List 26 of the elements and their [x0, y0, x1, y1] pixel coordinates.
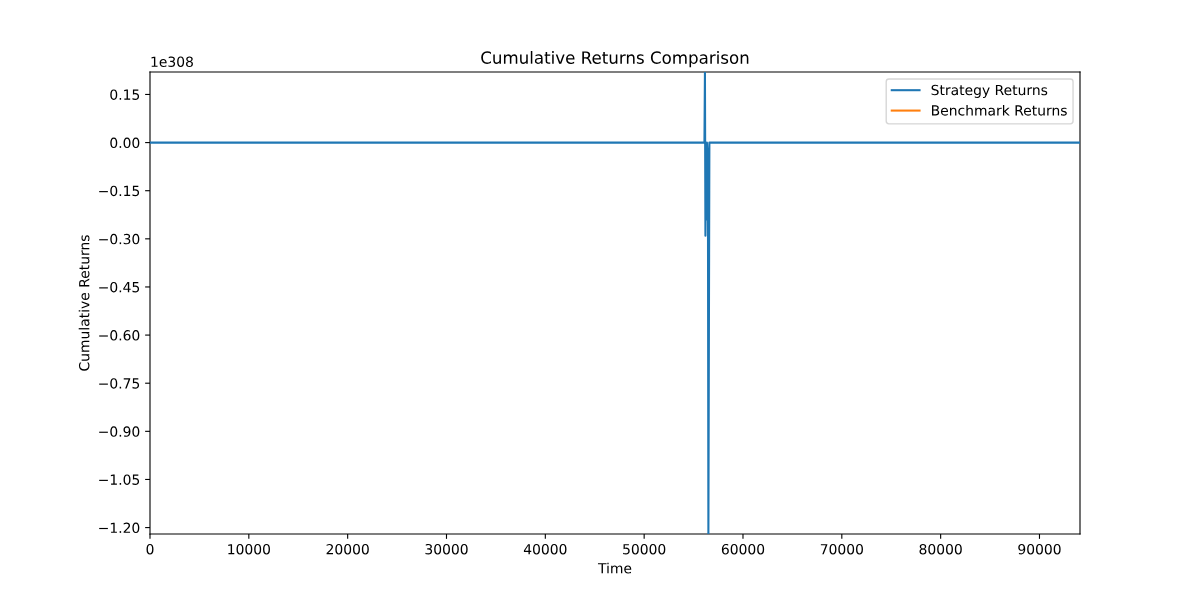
- x-tick-label: 0: [146, 543, 154, 555]
- x-tick-label: 30000: [425, 543, 468, 555]
- y-tick-label: −0.75: [99, 378, 140, 389]
- y-tick-label: −0.60: [99, 330, 140, 341]
- x-tick-label: 20000: [326, 543, 369, 555]
- x-tick-label: 10000: [228, 543, 270, 555]
- y-tick-label: −0.45: [99, 281, 140, 293]
- y-tick-label: −1.05: [99, 474, 140, 485]
- x-tick-label: 60000: [721, 543, 765, 555]
- text: 1e308: [151, 56, 193, 67]
- y-tick-label: −1.20: [99, 522, 140, 534]
- y-tick-label: 0.15: [110, 89, 140, 100]
- y-tick-label: −0.15: [99, 185, 140, 197]
- y-tick-label: −0.30: [99, 233, 140, 245]
- x-tick-label: 40000: [523, 543, 567, 555]
- x-axis-title: Time: [597, 562, 632, 574]
- chart-title: Cumulative Returns Comparison: [481, 51, 749, 68]
- y-tick-label: −0.90: [99, 426, 140, 437]
- legend-label: Benchmark Returns: [932, 104, 1067, 116]
- y-tick-label: 0.00: [110, 137, 140, 149]
- y-axis-title: Cumulative Returns: [78, 235, 90, 371]
- x-tick-label: 50000: [623, 543, 666, 555]
- x-tick-label: 90000: [1018, 543, 1061, 555]
- legend-label: Strategy Returns: [931, 84, 1048, 98]
- x-tick-label: 80000: [919, 543, 962, 555]
- x-tick-label: 70000: [820, 543, 863, 555]
